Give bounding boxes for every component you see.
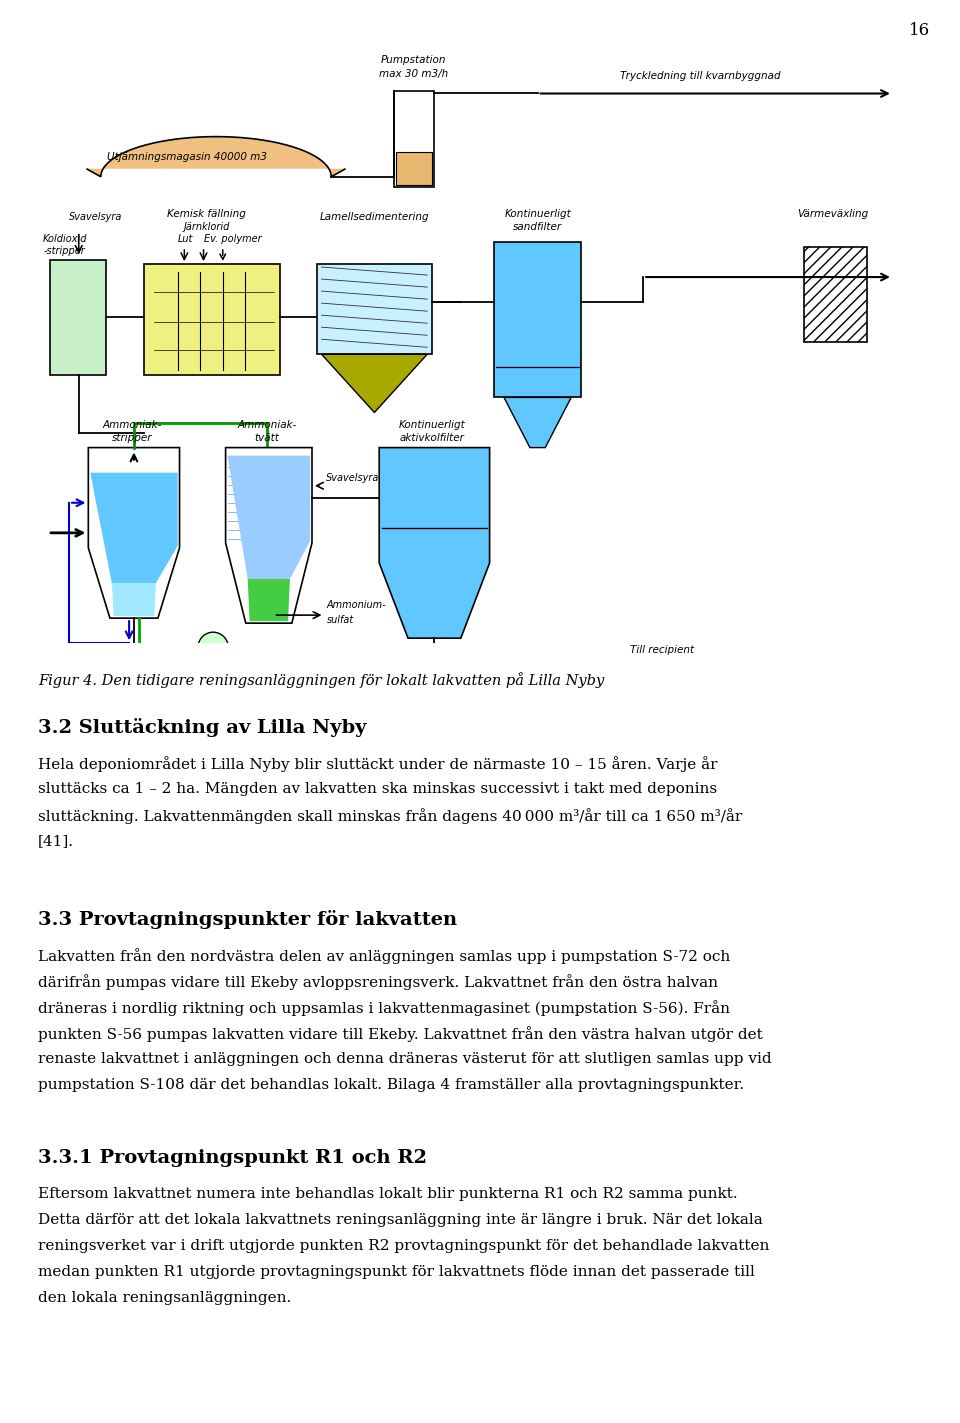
- Text: sandfilter: sandfilter: [513, 222, 563, 232]
- Text: pumpstation S-108 där det behandlas lokalt. Bilaga 4 framställer alla provtagnin: pumpstation S-108 där det behandlas loka…: [38, 1079, 744, 1091]
- Bar: [50, 260, 106, 376]
- Text: Lut: Lut: [178, 233, 193, 243]
- Text: Svavelsyra: Svavelsyra: [326, 472, 380, 482]
- Text: reningsverket var i drift utgjorde punkten R2 provtagningspunkt för det behandla: reningsverket var i drift utgjorde punkt…: [38, 1239, 769, 1254]
- Polygon shape: [86, 137, 346, 176]
- Text: Lakvatten från den nordvästra delen av anläggningen samlas upp i pumpstation S-7: Lakvatten från den nordvästra delen av a…: [38, 948, 731, 963]
- Polygon shape: [226, 448, 312, 623]
- Polygon shape: [90, 472, 178, 583]
- Text: renaste lakvattnet i anläggningen och denna dräneras västerut för att slutligen : renaste lakvattnet i anläggningen och de…: [38, 1052, 772, 1066]
- Text: Ev. polymer: Ev. polymer: [204, 233, 262, 243]
- Text: Ammoniak-: Ammoniak-: [237, 420, 297, 430]
- Polygon shape: [248, 579, 290, 620]
- Bar: [396, 152, 432, 185]
- Text: Eftersom lakvattnet numera inte behandlas lokalt blir punkterna R1 och R2 samma : Eftersom lakvattnet numera inte behandla…: [38, 1187, 737, 1201]
- Text: stripper: stripper: [112, 433, 153, 443]
- Text: Till recipient: Till recipient: [631, 645, 694, 655]
- Text: 16: 16: [909, 21, 930, 38]
- Text: Tryckledning till kvarnbyggnad: Tryckledning till kvarnbyggnad: [620, 71, 781, 81]
- Text: tvätt: tvätt: [254, 433, 279, 443]
- Polygon shape: [322, 354, 427, 413]
- Text: Ammonium-: Ammonium-: [326, 601, 386, 610]
- Text: sulfat: sulfat: [326, 615, 353, 625]
- Text: dräneras i nordlig riktning och uppsamlas i lakvattenmagasinet (pumpstation S-56: dräneras i nordlig riktning och uppsamla…: [38, 1000, 730, 1016]
- Text: sluttäckning. Lakvattenmängden skall minskas från dagens 40 000 m³/år till ca 1 : sluttäckning. Lakvattenmängden skall min…: [38, 808, 742, 824]
- Text: 3.3.1 Provtagningspunkt R1 och R2: 3.3.1 Provtagningspunkt R1 och R2: [38, 1148, 427, 1167]
- Text: den lokala reningsanläggningen.: den lokala reningsanläggningen.: [38, 1291, 291, 1305]
- Polygon shape: [379, 448, 490, 638]
- Polygon shape: [504, 397, 571, 448]
- Text: medan punkten R1 utgjorde provtagningspunkt för lakvattnets flöde innan det pass: medan punkten R1 utgjorde provtagningspu…: [38, 1265, 755, 1279]
- Text: aktivkolfilter: aktivkolfilter: [399, 433, 465, 443]
- Text: 3.3 Provtagningspunkter för lakvatten: 3.3 Provtagningspunkter för lakvatten: [38, 909, 457, 929]
- Text: Figur 4. Den tidigare reningsanläggningen för lokalt lakvatten på Lilla Nyby: Figur 4. Den tidigare reningsanläggninge…: [38, 672, 604, 687]
- Bar: [144, 265, 280, 376]
- Text: Koldioxid: Koldioxid: [43, 233, 87, 243]
- Text: sluttäcks ca 1 – 2 ha. Mängden av lakvatten ska minskas successivt i takt med de: sluttäcks ca 1 – 2 ha. Mängden av lakvat…: [38, 783, 717, 795]
- Bar: [804, 248, 867, 343]
- Text: Värmeväxling: Värmeväxling: [798, 209, 869, 219]
- Text: Detta därför att det lokala lakvattnets reningsanläggning inte är längre i bruk.: Detta därför att det lokala lakvattnets …: [38, 1212, 763, 1227]
- Bar: [394, 91, 434, 186]
- Text: Lamellsedimentering: Lamellsedimentering: [320, 212, 429, 222]
- Text: punkten S-56 pumpas lakvatten vidare till Ekeby. Lakvattnet från den västra halv: punkten S-56 pumpas lakvatten vidare til…: [38, 1026, 763, 1042]
- Text: Kemisk fällning: Kemisk fällning: [167, 209, 246, 219]
- Text: Järnklorid: Järnklorid: [183, 222, 229, 232]
- Polygon shape: [111, 583, 156, 616]
- Polygon shape: [228, 455, 310, 579]
- Bar: [317, 265, 432, 354]
- Text: [41].: [41].: [38, 834, 74, 848]
- Text: -stripper: -stripper: [43, 246, 84, 256]
- Text: Hela deponiområdet i Lilla Nyby blir sluttäckt under de närmaste 10 – 15 åren. V: Hela deponiområdet i Lilla Nyby blir slu…: [38, 756, 717, 771]
- Polygon shape: [88, 448, 180, 618]
- Text: därifrån pumpas vidare till Ekeby avloppsreningsverk. Lakvattnet från den östra : därifrån pumpas vidare till Ekeby avlopp…: [38, 973, 718, 990]
- Text: Ammoniak-: Ammoniak-: [103, 420, 162, 430]
- Text: Kontinuerligt: Kontinuerligt: [504, 209, 571, 219]
- Circle shape: [198, 632, 228, 665]
- Text: Utjämningsmagasin 40000 m3: Utjämningsmagasin 40000 m3: [108, 152, 267, 162]
- Text: max 30 m3/h: max 30 m3/h: [379, 70, 448, 80]
- Text: Svavelsyra: Svavelsyra: [69, 212, 123, 222]
- Text: Kontinuerligt: Kontinuerligt: [398, 420, 466, 430]
- Bar: [494, 242, 581, 397]
- Text: Pumpstation: Pumpstation: [381, 55, 446, 65]
- Text: 3.2 Sluttäckning av Lilla Nyby: 3.2 Sluttäckning av Lilla Nyby: [38, 719, 367, 737]
